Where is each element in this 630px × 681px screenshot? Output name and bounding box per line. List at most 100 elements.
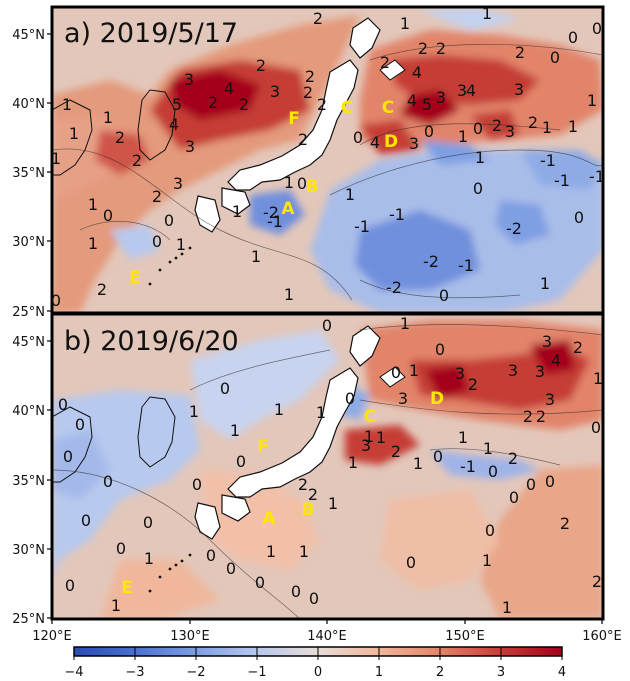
contour-label: 3	[185, 137, 195, 156]
contour-label: 0	[406, 553, 416, 572]
region-marker-d: D	[384, 132, 398, 152]
contour-label: 2	[536, 407, 546, 426]
contour-label: 0	[164, 211, 174, 230]
region-marker-e: E	[129, 268, 141, 288]
contour-label: 3	[457, 81, 467, 100]
region-marker-a: A	[281, 199, 295, 219]
contour-label: 0	[103, 472, 113, 491]
contour-label: 0	[591, 418, 601, 437]
contour-label: 1	[176, 235, 186, 254]
contour-label: 2	[115, 128, 125, 147]
contour-label: 1	[400, 314, 410, 333]
colorbar-segment	[501, 647, 563, 656]
colorbar-tick-label: −4	[64, 665, 83, 680]
contour-label: 1	[483, 439, 493, 458]
contour-label: -1	[540, 151, 556, 170]
contour-label: 3	[535, 362, 545, 381]
contour-label: 1	[413, 454, 423, 473]
contour-label: 2	[208, 93, 218, 112]
contour-label: 1	[274, 400, 284, 419]
contour-label: 1	[144, 549, 154, 568]
contour-label: 0	[433, 447, 443, 466]
contour-label: 2	[515, 43, 525, 62]
lat-tick-label: 35°N	[12, 474, 45, 489]
colorbar-segment	[257, 647, 319, 656]
contour-label: 1	[284, 285, 294, 304]
panel-b-region-markers: D C F B A E	[121, 389, 444, 598]
contour-label: 3	[508, 361, 518, 380]
contour-label: 2	[560, 514, 570, 533]
contour-label: -2	[423, 252, 439, 271]
contour-label: 1	[400, 14, 410, 33]
contour-label: 1	[458, 127, 468, 146]
contour-label: 1	[232, 202, 242, 221]
colorbar-segment	[379, 647, 441, 656]
contour-label: 1	[458, 428, 468, 447]
contour-label: 0	[435, 340, 445, 359]
contour-label: 0	[152, 232, 162, 251]
contour-label: 3	[184, 70, 194, 89]
region-marker-d: D	[430, 389, 444, 409]
contour-label: 2	[523, 407, 533, 426]
contour-label: 1	[111, 596, 121, 615]
contour-label: 2	[317, 95, 327, 114]
colorbar-segment	[74, 647, 136, 656]
contour-label: 2	[132, 151, 142, 170]
contour-label: 2	[573, 338, 583, 357]
contour-label: 2	[298, 475, 308, 494]
contour-label: 1	[328, 494, 338, 513]
contour-label: -1	[389, 205, 405, 224]
lat-tick-label: 45°N	[12, 28, 45, 43]
contour-label: 1	[540, 274, 550, 293]
contour-label: 1	[482, 4, 492, 23]
contour-label: 0	[568, 28, 578, 47]
contour-label: 1	[51, 149, 61, 168]
contour-label: 1	[348, 453, 358, 472]
contour-label: 0	[58, 395, 68, 414]
lon-tick-label: 120°E	[32, 629, 72, 644]
lat-tick-label: 30°N	[12, 235, 45, 250]
contour-label: 1	[502, 598, 512, 617]
contour-label: 0	[439, 286, 449, 305]
contour-label: -1	[554, 171, 570, 190]
contour-label: 0	[488, 462, 498, 481]
contour-label: 0	[226, 559, 236, 578]
contour-label: 2	[436, 39, 446, 58]
contour-label: 0	[473, 119, 483, 138]
contour-label: 0	[574, 208, 584, 227]
contour-label: 3	[409, 134, 419, 153]
contour-label: 3	[542, 332, 552, 351]
region-marker-b: B	[302, 500, 315, 520]
lon-tick-label: 160°E	[582, 629, 622, 644]
contour-label: 0	[65, 576, 75, 595]
contour-label: 2	[303, 83, 313, 102]
colorbar: −4 −3 −2 −1 0 1 2 3 4	[64, 646, 566, 680]
contour-label: 2	[380, 53, 390, 72]
contour-label: 3	[514, 80, 524, 99]
colorbar-segment	[135, 647, 197, 656]
contour-label: 0	[322, 316, 332, 335]
contour-label: 0	[424, 122, 434, 141]
region-marker-a: A	[262, 509, 276, 529]
lat-tick-label: 45°N	[12, 335, 45, 350]
contour-label: 3	[455, 364, 465, 383]
contour-label: -1	[267, 212, 283, 231]
contour-label: 1	[230, 421, 240, 440]
region-marker-c: C	[382, 98, 394, 118]
lon-tick-label: 130°E	[170, 629, 210, 644]
longitude-axis: 120°E 130°E 140°E 150°E 160°E	[32, 619, 622, 644]
contour-label: 4	[551, 351, 561, 370]
contour-label: 3	[361, 436, 371, 455]
contour-label: 3	[173, 174, 183, 193]
colorbar-tick-label: 4	[558, 665, 566, 680]
colorbar-segment	[318, 647, 380, 656]
colorbar-tick-label: −3	[125, 665, 144, 680]
panel-b-title: b) 2019/6/20	[64, 326, 239, 357]
contour-label: 1	[568, 117, 578, 136]
contour-label: 0	[545, 472, 555, 491]
contour-label: 5	[422, 95, 432, 114]
colorbar-segment	[440, 647, 502, 656]
region-marker-f: F	[257, 437, 269, 457]
contour-label: 0	[526, 475, 536, 494]
